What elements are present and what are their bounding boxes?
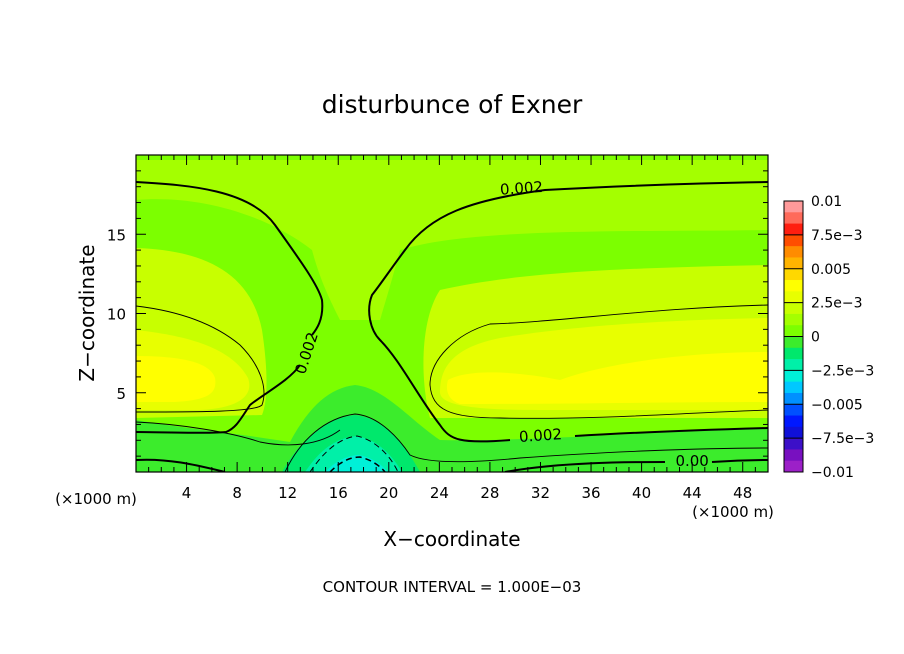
contour-line xyxy=(136,181,324,336)
colorbar-swatch xyxy=(784,404,803,417)
field-band-upper xyxy=(136,160,768,320)
x-tick-label: 4 xyxy=(182,484,192,502)
y-tick-label: 15 xyxy=(107,226,126,244)
contour-label: 0.00 xyxy=(675,452,708,470)
chart-title: disturbunce of Exner xyxy=(322,90,583,119)
x-tick-label: 36 xyxy=(581,484,600,502)
colorbar-swatch xyxy=(784,313,803,326)
contour-line xyxy=(136,458,226,472)
contour-label: 0.002 xyxy=(499,178,543,199)
field-band-right-max xyxy=(446,352,768,404)
contour-line xyxy=(574,427,768,437)
x-tick-label: 48 xyxy=(733,484,752,502)
contour-line xyxy=(309,435,399,472)
y-tick-label: 10 xyxy=(107,306,126,324)
colorbar-swatch xyxy=(784,291,803,304)
colorbar-swatch xyxy=(784,392,803,405)
colorbar-swatch xyxy=(784,347,803,360)
x-tick-label: 28 xyxy=(480,484,499,502)
colorbar-swatch xyxy=(784,381,803,394)
x-tick-label: 12 xyxy=(278,484,297,502)
x-tick-label: 16 xyxy=(329,484,348,502)
contour-line xyxy=(284,413,768,472)
colorbar-swatch xyxy=(784,438,803,450)
contour-line xyxy=(504,459,768,472)
colorbar-swatch xyxy=(784,257,803,270)
colorbar-swatch xyxy=(784,415,803,428)
colorbar-label: −2.5e−3 xyxy=(811,363,874,379)
contour-line xyxy=(368,181,768,443)
x-tick-label: 44 xyxy=(683,484,702,502)
colorbar-label: −0.005 xyxy=(811,397,863,413)
colorbar-label: 0 xyxy=(811,330,820,346)
colorbar-swatch xyxy=(784,234,803,247)
colorbar-swatch xyxy=(784,370,803,383)
field-band-left-max xyxy=(136,356,216,402)
x-tick-label: 40 xyxy=(632,484,651,502)
y-axis-label: Z−coordinate xyxy=(75,244,99,381)
colorbar-swatch xyxy=(784,302,803,315)
x-axis-label: X−coordinate xyxy=(383,527,520,551)
colorbar-swatch xyxy=(784,426,803,439)
contour-label: 0.002 xyxy=(518,425,562,446)
colorbar-swatch xyxy=(784,223,803,236)
x-tick-label: 8 xyxy=(232,484,242,502)
x-unit-right: (×1000 m) xyxy=(692,503,774,521)
field-band-lower xyxy=(136,385,768,472)
colorbar-label: 0.005 xyxy=(811,262,851,278)
colorbar-swatch xyxy=(784,212,803,225)
colorbar-label: −7.5e−3 xyxy=(811,431,874,447)
colorbar-swatch xyxy=(784,280,803,292)
contour-line xyxy=(136,364,301,434)
colorbar-swatch xyxy=(784,359,803,371)
colorbar: 0.01 7.5e−3 0.005 2.5e−3 0 −2.5e−3 −0.005 −7.5e… xyxy=(783,194,874,481)
colorbar-swatch xyxy=(784,268,803,281)
x-tick-label: 20 xyxy=(379,484,398,502)
colorbar-swatch xyxy=(784,246,803,258)
x-tick-label: 32 xyxy=(531,484,550,502)
contour-line xyxy=(136,421,341,446)
colorbar-label: −0.01 xyxy=(811,465,854,481)
contour-line xyxy=(329,456,386,472)
field-band-mountain-core xyxy=(325,455,388,472)
colorbar-label: 0.01 xyxy=(811,194,842,210)
colorbar-label: 2.5e−3 xyxy=(811,296,863,312)
contour-line xyxy=(429,304,768,419)
colorbar-swatch xyxy=(784,449,803,462)
x-unit-left: (×1000 m) xyxy=(55,490,137,508)
colorbar-label: 7.5e−3 xyxy=(811,228,863,244)
colorbar-swatch xyxy=(784,325,803,337)
x-tick-label: 24 xyxy=(430,484,449,502)
colorbar-swatch xyxy=(784,460,803,473)
y-tick-label: 5 xyxy=(116,385,126,403)
colorbar-swatch xyxy=(784,201,803,213)
contour-interval-note: CONTOUR INTERVAL = 1.000E−03 xyxy=(323,578,582,596)
contour-line xyxy=(136,305,265,413)
colorbar-swatch xyxy=(784,336,803,349)
